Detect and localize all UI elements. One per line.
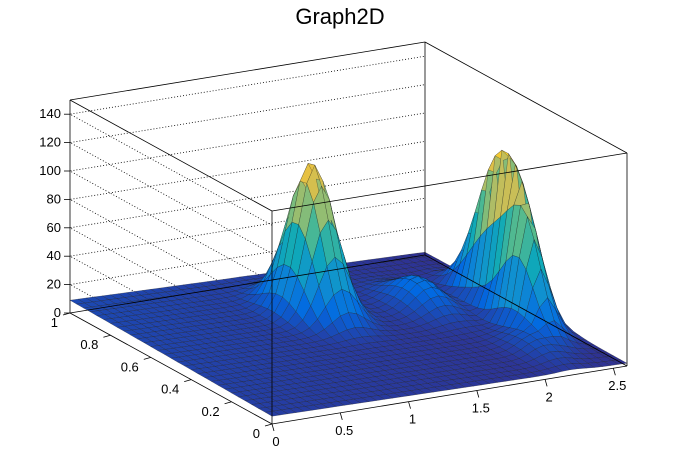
x-tick-label: 1.5 xyxy=(472,401,490,416)
y-tick-label: 0.4 xyxy=(161,382,179,397)
frame-edge-5 xyxy=(69,41,426,101)
x-tick-label: 0 xyxy=(272,434,279,449)
y-tick-label: 0 xyxy=(253,426,260,441)
z-tick-label: 100 xyxy=(39,163,61,178)
y-tick-label: 0.8 xyxy=(80,337,98,352)
y-tick-mark xyxy=(62,312,71,316)
z-tick-label: 140 xyxy=(39,106,61,121)
frame-edge-4 xyxy=(69,99,273,212)
x-tick-mark xyxy=(339,412,343,420)
x-tick-label: 2 xyxy=(545,389,552,404)
y-tick-label: 0.2 xyxy=(202,404,220,419)
frame-layer xyxy=(69,41,628,425)
y-tick-mark xyxy=(143,357,151,360)
x-tick-mark xyxy=(612,368,616,376)
y-tick-mark xyxy=(184,379,192,382)
frame-edge-9 xyxy=(69,254,426,314)
x-tick-label: 1 xyxy=(409,412,416,427)
z-tick-label: 0 xyxy=(54,305,61,320)
y-tick-label: 1 xyxy=(51,315,58,330)
surface-layer xyxy=(69,149,628,417)
x-tick-label: 2.5 xyxy=(608,378,626,393)
x-tick-mark xyxy=(544,379,548,387)
z-tick-label: 120 xyxy=(39,135,61,150)
z-tick-label: 20 xyxy=(47,277,61,292)
x-tick-label: 0.5 xyxy=(335,423,353,438)
x-tick-mark xyxy=(271,423,275,432)
z-tick-label: 80 xyxy=(47,191,61,206)
frame-edge-10 xyxy=(271,365,628,425)
y-tick-label: 0.6 xyxy=(121,359,139,374)
x-tick-mark xyxy=(408,401,411,409)
y-tick-mark xyxy=(224,401,232,405)
frame-edge-11 xyxy=(424,254,628,367)
z-tick-label: 40 xyxy=(47,248,61,263)
y-tick-mark xyxy=(264,423,273,427)
y-tick-mark xyxy=(103,334,111,338)
frame-edge-7 xyxy=(271,152,628,212)
chart-title: Graph2D xyxy=(295,4,384,29)
tick-layer: 0 20 40 60 80 100 120 140 0 0.5 1 1.5 2 2.5 0 0.2 0.4 0.6… xyxy=(39,106,626,449)
x-tick-mark xyxy=(476,390,480,398)
frame-edge-8 xyxy=(69,312,273,425)
z-tick-label: 60 xyxy=(47,220,61,235)
frame-edge-6 xyxy=(424,41,628,154)
